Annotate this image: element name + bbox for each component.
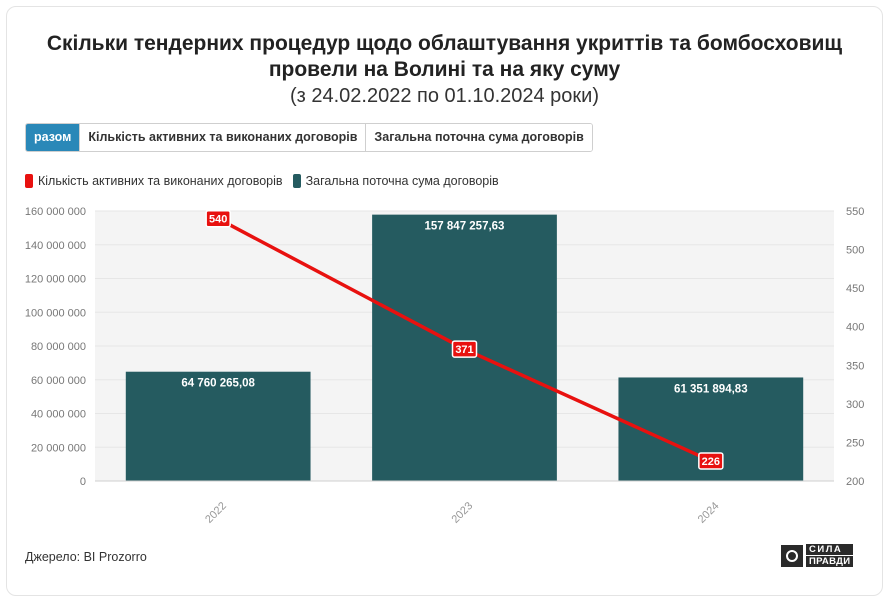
line-data-label-text: 226 (702, 456, 720, 468)
tab-contract-sum[interactable]: Загальна поточна сума договорів (366, 124, 592, 151)
x-tick-label: 2022 (203, 500, 229, 526)
line-data-label: 540 (205, 209, 231, 228)
legend-swatch-sum (292, 174, 301, 188)
line-data-label-box (451, 340, 478, 358)
y-right-tick-label: 500 (846, 245, 864, 257)
bar-data-label: 64 760 265,08 (181, 378, 255, 390)
tab-contract-count[interactable]: Кількість активних та виконаних договорі… (80, 124, 367, 151)
line-data-label: 371 (451, 340, 478, 358)
view-tabs: разом Кількість активних та виконаних до… (25, 123, 593, 152)
y-left-tick-label: 120 000 000 (25, 274, 86, 286)
x-tick-label: 2023 (449, 500, 475, 526)
y-right-tick-label: 550 (846, 206, 864, 218)
y-left-tick-label: 60 000 000 (31, 375, 86, 387)
y-left-tick-label: 100 000 000 (25, 307, 86, 319)
source-note: Джерело: BI Prozorro (25, 550, 147, 564)
line-data-label-box (698, 452, 724, 470)
y-left-tick-label: 80 000 000 (31, 341, 86, 353)
legend-label-sum: Загальна поточна сума договорів (305, 174, 499, 188)
legend-item-count[interactable]: Кількість активних та виконаних договорі… (25, 174, 283, 188)
y-left-tick-label: 0 (80, 476, 86, 488)
y-right-tick-label: 450 (846, 283, 864, 295)
y-right-tick-label: 400 (846, 322, 864, 334)
y-left-tick-label: 40 000 000 (31, 409, 86, 421)
chart-legend: Кількість активних та виконаних договорі… (25, 174, 509, 188)
y-left-tick-label: 140 000 000 (25, 240, 86, 252)
legend-item-sum[interactable]: Загальна поточна сума договорів (292, 174, 499, 188)
legend-label-count: Кількість активних та виконаних договорі… (38, 174, 283, 188)
logo-mark-icon (781, 544, 803, 567)
chart-subtitle: (з 24.02.2022 по 01.10.2024 роки) (289, 85, 600, 107)
bar-data-label: 157 847 257,63 (425, 221, 505, 233)
y-right-tick-label: 300 (846, 399, 864, 411)
chart-title-line-1: Скільки тендерних процедур щодо облаштув… (46, 32, 843, 55)
y-left-tick-label: 160 000 000 (25, 206, 86, 218)
y-right-tick-label: 350 (846, 360, 864, 372)
legend-swatch-count (25, 174, 33, 188)
line-data-label: 226 (698, 452, 724, 470)
line-data-label-box (205, 209, 231, 228)
x-tick-label: 2024 (696, 500, 722, 526)
bar-data-label: 61 351 894,83 (674, 383, 748, 395)
sila-pravdy-logo: СИЛА ПРАВДИ (781, 544, 854, 567)
y-right-tick-label: 250 (846, 437, 864, 449)
y-left-tick-label: 20 000 000 (31, 442, 86, 454)
logo-text-line-1: СИЛА (806, 544, 854, 555)
line-data-label-text: 540 (209, 214, 227, 226)
tab-total[interactable]: разом (26, 124, 81, 151)
chart-title-line-2: провели на Волині та на яку суму (268, 58, 621, 81)
logo-text-line-2: ПРАВДИ (806, 556, 854, 567)
y-right-tick-label: 200 (846, 476, 864, 488)
line-data-label-text: 371 (455, 344, 473, 356)
bar (125, 371, 311, 481)
